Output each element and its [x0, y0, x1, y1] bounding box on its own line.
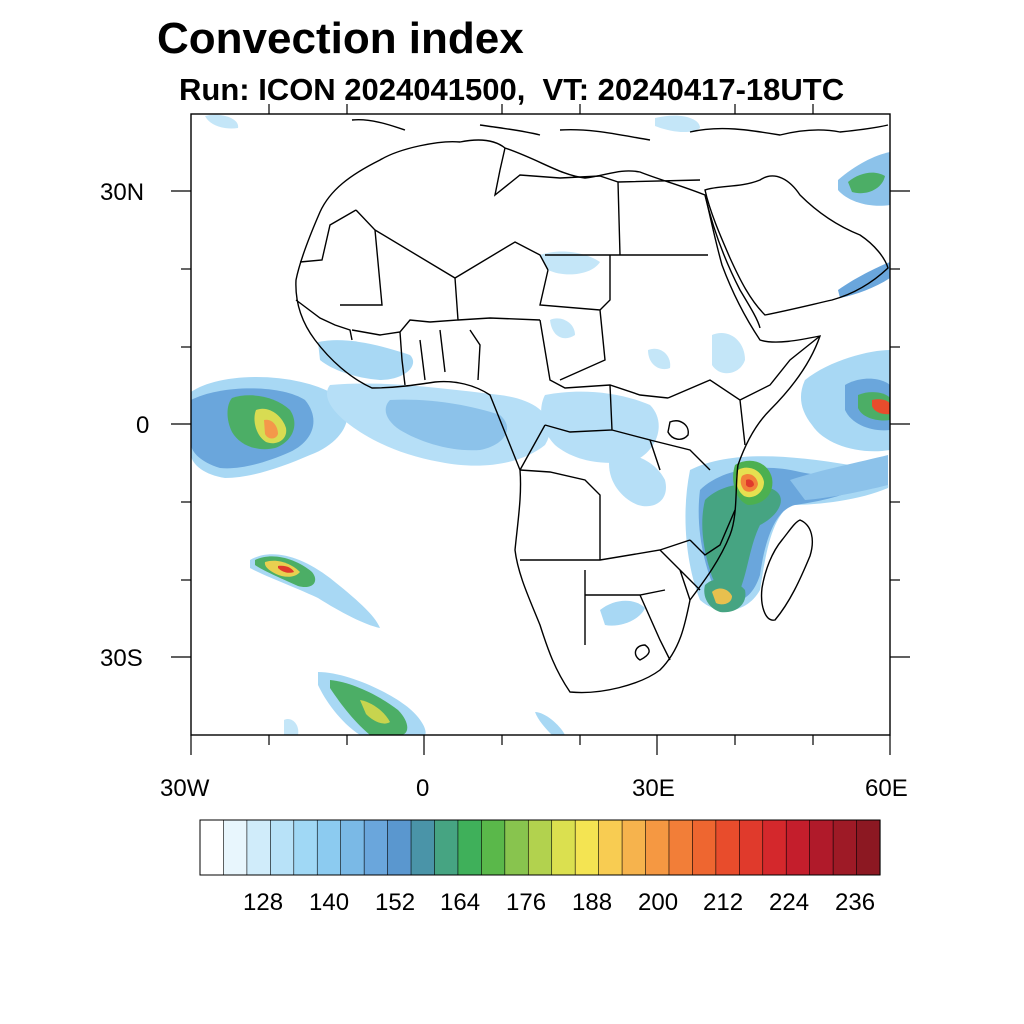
colorbar-swatch: [692, 819, 717, 876]
madagascar-outline: [760, 519, 813, 621]
country-borders-south: [634, 509, 736, 661]
colorbar-label: 224: [769, 889, 810, 916]
field-east-equator: [609, 453, 666, 507]
y-label-0: 0: [136, 412, 150, 439]
colorbar-swatch: [739, 819, 764, 876]
colorbar-swatch: [668, 819, 694, 876]
colorbar-label: 152: [375, 889, 416, 916]
colorbar-swatch: [434, 819, 459, 876]
field-central-africa: [541, 391, 659, 463]
colorbar-swatch: [832, 819, 858, 876]
field-somalia-red: [872, 399, 890, 415]
field-ethiopia: [712, 332, 745, 374]
x-label-30w: 30W: [160, 775, 210, 802]
lake-victoria: [667, 420, 689, 440]
field-atlantic-orange: [264, 419, 278, 439]
colorbar-swatch: [598, 819, 623, 876]
field-sahel-2: [550, 318, 575, 339]
colorbar-label: 176: [506, 889, 547, 916]
field-mozambique-south-y: [712, 588, 732, 605]
field-guinea-band-mid: [385, 399, 508, 451]
colorbar-swatch: [809, 819, 834, 876]
colorbar-swatch: [551, 819, 576, 876]
field-gulf-green: [848, 172, 885, 194]
colorbar-swatch: [457, 819, 482, 876]
field-sudan: [648, 348, 671, 370]
colorbar-label: 200: [638, 889, 679, 916]
map-title: Convection index: [157, 14, 524, 63]
colorbar-swatch: [363, 819, 389, 876]
colorbar: [199, 819, 881, 876]
field-oman: [838, 262, 890, 298]
colorbar-swatch: [527, 819, 553, 876]
colorbar-swatch: [481, 819, 506, 876]
colorbar-swatch: [387, 819, 412, 876]
axis-ticks: [171, 104, 910, 755]
colorbar-swatch: [856, 819, 881, 876]
field-sahel-1: [540, 251, 600, 275]
x-label-30e: 30E: [632, 775, 675, 802]
colorbar-swatch: [246, 819, 271, 876]
field-indian-ocean-east: [790, 455, 888, 500]
colorbar-swatch: [504, 819, 529, 876]
colorbar-swatch: [785, 819, 811, 876]
red-sea-inlet: [704, 194, 761, 329]
colorbar-swatch: [715, 819, 740, 876]
colorbar-label: 236: [835, 889, 876, 916]
colorbar-label: 140: [309, 889, 350, 916]
colorbar-swatch: [340, 819, 365, 876]
colorbar-label: 164: [440, 889, 481, 916]
west-africa-borders: [295, 299, 481, 386]
colorbar-label: 188: [572, 889, 613, 916]
colorbar-swatch: [621, 819, 647, 876]
colorbar-label: 128: [243, 889, 284, 916]
map-subtitle: Run: ICON 2024041500, VT: 20240417-18UTC: [179, 72, 845, 107]
x-label-0: 0: [416, 775, 430, 802]
field-nw-top: [205, 114, 239, 129]
colorbar-swatch: [316, 819, 342, 876]
colorbar-swatch: [293, 819, 318, 876]
field-southafrica: [600, 600, 645, 626]
arabian-peninsula: [704, 175, 889, 316]
colorbar-frame: [199, 819, 881, 876]
colorbar-swatch: [410, 819, 436, 876]
field-med-top: [655, 115, 700, 133]
field-east-red: [746, 479, 754, 488]
colorbar-swatch: [645, 819, 670, 876]
mediterranean-north: [351, 118, 889, 141]
colorbar-swatch: [223, 819, 248, 876]
x-label-60e: 60E: [865, 775, 908, 802]
colorbar-label: 212: [703, 889, 744, 916]
colorbar-swatch: [270, 819, 295, 876]
y-label-30n: 30N: [100, 179, 145, 206]
field-sw-corner: [284, 719, 299, 735]
colorbar-swatch: [199, 819, 225, 876]
field-satlantic-streak2-y: [360, 700, 390, 724]
colorbar-swatch: [762, 819, 787, 876]
country-borders-north: [299, 147, 708, 381]
convection-field: [191, 114, 890, 735]
colorbar-swatch: [574, 819, 600, 876]
field-east-green: [702, 484, 781, 594]
y-label-30s: 30S: [100, 645, 143, 672]
map-outlines: [295, 118, 889, 694]
field-satlantic-streak1-r: [278, 565, 294, 573]
field-westafrica-coast: [318, 340, 414, 380]
field-south-small: [535, 712, 565, 735]
